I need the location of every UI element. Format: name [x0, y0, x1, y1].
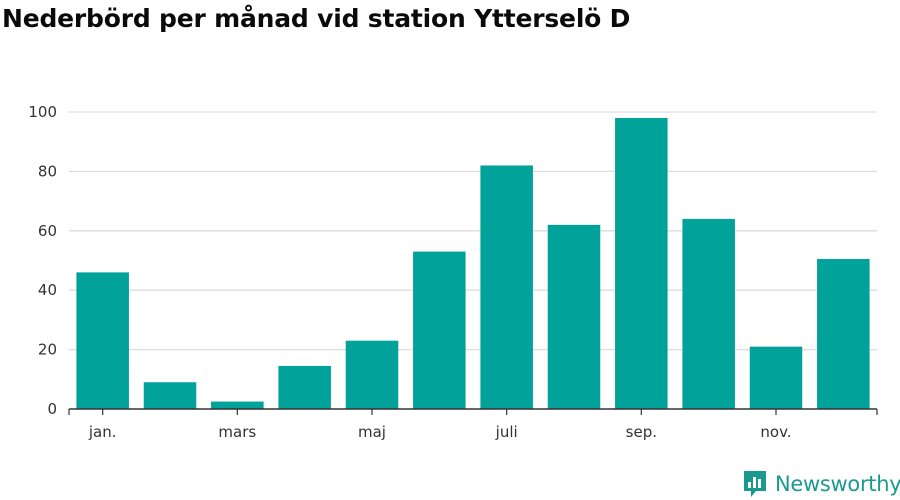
grid-lines [69, 111, 877, 351]
y-tick-label: 60 [38, 222, 57, 240]
x-tick-label: nov. [760, 423, 791, 441]
bar-chart-icon [744, 471, 766, 497]
bar-6[interactable] [413, 251, 466, 409]
bar-8[interactable] [547, 224, 601, 409]
bar-10[interactable] [682, 218, 735, 409]
y-tick-label: 40 [38, 281, 57, 299]
bar-9[interactable] [615, 117, 668, 409]
x-tick-label: mars [218, 423, 256, 441]
y-tick-label: 80 [38, 162, 57, 180]
brand-name: Newsworthy [775, 472, 900, 496]
newsworthy-logo[interactable]: Newsworthy [742, 469, 900, 499]
bar-1[interactable] [76, 272, 129, 409]
x-tick-label: juli [495, 423, 518, 441]
bar-5[interactable] [345, 340, 399, 409]
bar-12[interactable] [817, 259, 870, 409]
y-tick-label: 0 [47, 400, 57, 418]
bar-2[interactable] [143, 382, 197, 409]
bar-4[interactable] [278, 365, 331, 409]
bar-7[interactable] [480, 165, 533, 409]
chart-title: Nederbörd per månad vid station Yttersel… [2, 4, 631, 33]
x-tick-label: sep. [626, 423, 657, 441]
x-tick-label: maj [358, 423, 386, 441]
x-tick-label: jan. [88, 423, 117, 441]
y-axis: 0 20 40 60 80 100 [28, 103, 57, 418]
bar-3[interactable] [211, 401, 264, 409]
bars [76, 117, 870, 409]
bar-11[interactable] [749, 346, 803, 409]
x-axis: jan. mars maj juli sep. nov. [68, 408, 878, 441]
y-tick-label: 100 [28, 103, 57, 121]
y-tick-label: 20 [38, 341, 57, 359]
